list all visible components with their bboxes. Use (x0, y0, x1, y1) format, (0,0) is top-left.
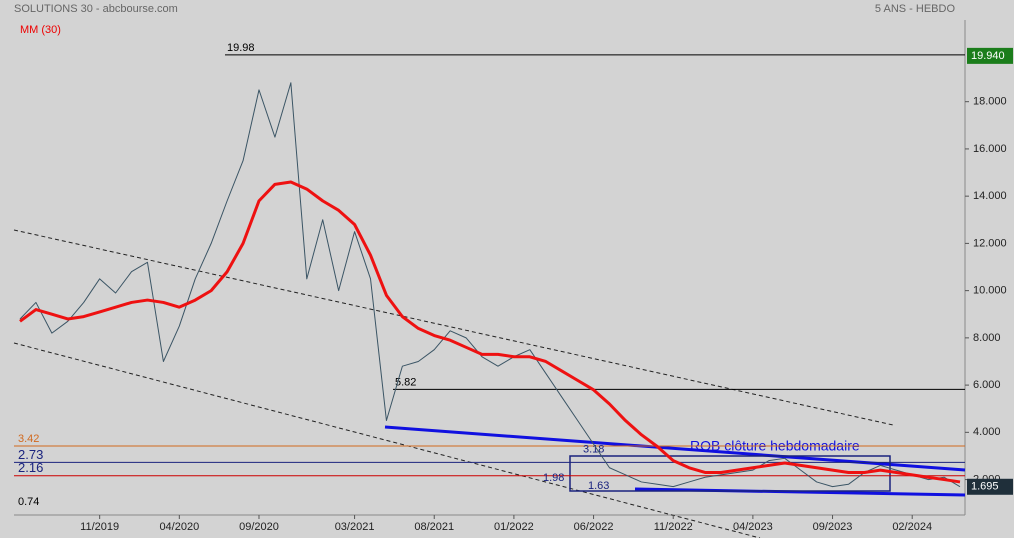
channel-top (13, 229, 894, 426)
x-tick-label: 02/2024 (892, 521, 932, 533)
x-tick-label: 09/2020 (239, 521, 279, 533)
moving-average-line (19, 180, 961, 484)
level-label: 2.73 (18, 447, 43, 462)
x-tick-label: 11/2022 (654, 521, 693, 533)
price-line (19, 82, 961, 488)
x-tick-label: 03/2021 (335, 521, 375, 533)
y-tick-label: 14.000 (973, 190, 1007, 202)
level-label: 5.82 (395, 376, 416, 388)
support-line-low (634, 487, 966, 497)
x-tick-label: 04/2020 (159, 521, 199, 533)
y-tick-label: 10.000 (973, 285, 1007, 297)
level-label: 2.16 (18, 460, 43, 475)
box-label: 3.18 (583, 444, 604, 456)
y-tick-label: 6.000 (973, 379, 1001, 391)
x-tick-label: 06/2022 (574, 521, 614, 533)
y-tick-label: 16.000 (973, 143, 1007, 155)
y-tick-label: 18.000 (973, 96, 1007, 108)
x-tick-label: 11/2019 (80, 521, 119, 533)
y-tick-label: 12.000 (973, 237, 1007, 249)
x-tick-label: 09/2023 (813, 521, 853, 533)
chart-subtitle: 5 ANS - HEBDO (875, 3, 956, 15)
chart-title: SOLUTIONS 30 - abcbourse.com (14, 3, 178, 15)
x-tick-label: 01/2022 (494, 521, 534, 533)
price-tag-label: 19.940 (971, 50, 1005, 62)
x-tick-label: 04/2023 (733, 521, 773, 533)
last-price-tag (967, 478, 1013, 495)
channel-bottom (13, 342, 761, 538)
support-line (384, 425, 966, 472)
last-price-label: 1.695 (971, 481, 999, 493)
level-label: 0.74 (18, 496, 39, 508)
box-label: 1.63 (588, 480, 609, 492)
legend-entry: MM (30) (20, 24, 61, 36)
y-tick-label: 4.000 (973, 426, 1001, 438)
y-tick-label: 8.000 (973, 332, 1001, 344)
x-tick-label: 08/2021 (414, 521, 454, 533)
box-label: 1.98 (543, 472, 564, 484)
level-label: 19.98 (227, 42, 255, 54)
level-label: 3.42 (18, 433, 39, 445)
range-box (569, 455, 891, 492)
price-tag (967, 47, 1013, 64)
